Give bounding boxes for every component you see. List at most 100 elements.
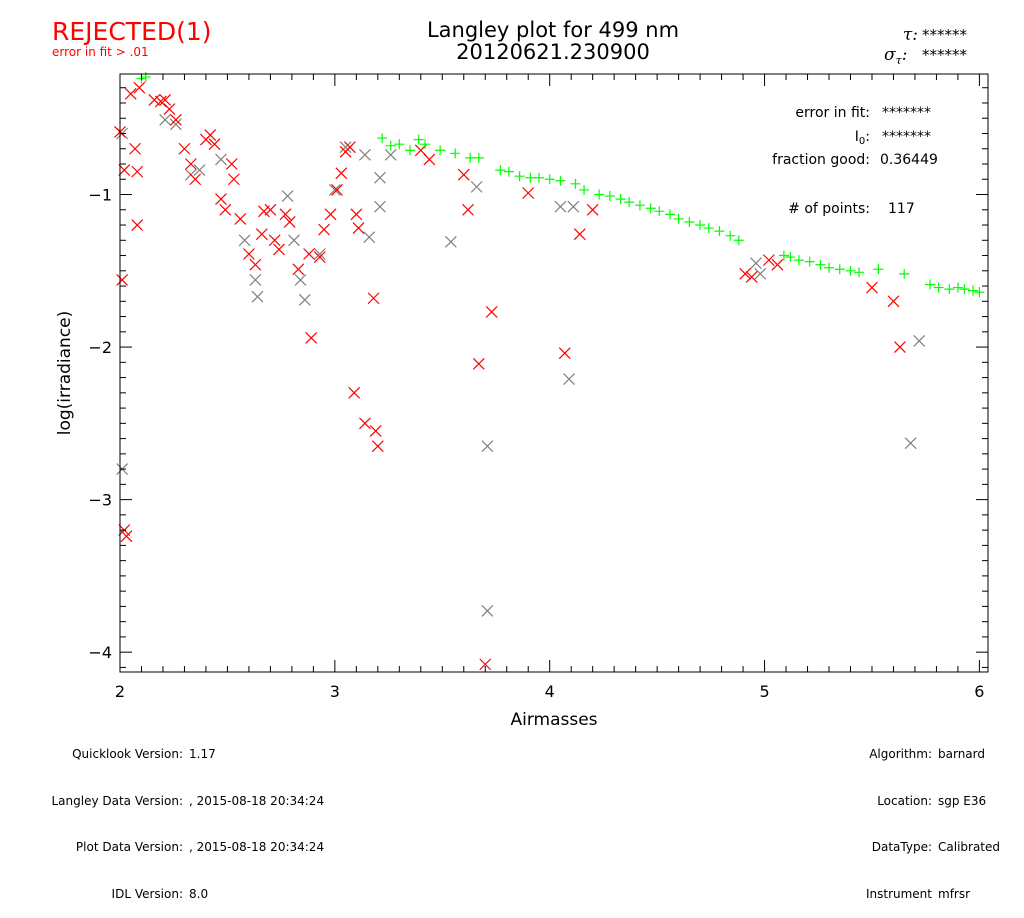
data-point-plus xyxy=(873,264,884,275)
data-point-plus xyxy=(974,287,985,298)
footer-row: Algorithm: barnard xyxy=(800,747,1000,763)
data-point-x xyxy=(374,171,386,184)
data-point-x xyxy=(120,530,133,543)
y-tick-label: −1 xyxy=(88,186,112,205)
data-point-x xyxy=(739,267,752,280)
data-point-x xyxy=(169,113,182,126)
data-point-x xyxy=(219,203,232,216)
i0-colon: : xyxy=(865,129,870,145)
data-point-x xyxy=(131,219,144,231)
footer-value: , 2015-08-18 20:34:24 xyxy=(189,840,325,854)
data-point-plus xyxy=(634,200,645,211)
data-point-plus xyxy=(684,216,695,227)
data-point-x xyxy=(313,248,326,260)
data-point-x xyxy=(283,216,296,228)
sigma-label: στ: xyxy=(884,45,907,67)
footer-label: Instrument xyxy=(865,886,932,901)
fraction-good-value: 0.36449 xyxy=(880,152,938,168)
data-point-x xyxy=(359,417,371,430)
data-point-x xyxy=(251,290,264,303)
x-tick-label: 5 xyxy=(759,682,769,701)
data-point-plus xyxy=(465,152,476,163)
data-point-x xyxy=(227,173,240,186)
data-point-x xyxy=(457,168,470,181)
data-point-x xyxy=(762,254,775,267)
data-point-x xyxy=(754,267,767,280)
data-point-x xyxy=(444,235,457,248)
data-point-plus xyxy=(604,191,615,202)
footer-row: IDL Version: 8.0 xyxy=(0,887,324,903)
footer-label: Quicklook Version: xyxy=(72,747,183,761)
data-point-x xyxy=(339,141,352,154)
data-point-x xyxy=(384,148,397,161)
footer-row: Plot Data Version: , 2015-08-18 20:34:24 xyxy=(0,840,324,856)
data-point-x xyxy=(462,203,474,216)
data-point-plus xyxy=(473,152,484,163)
data-point-x xyxy=(225,158,238,170)
data-point-x xyxy=(913,335,926,347)
data-point-plus xyxy=(385,140,396,151)
data-point-x xyxy=(350,208,363,221)
data-point-x xyxy=(208,138,221,151)
fit-stats: error in fit: ******* I0: ******* fracti… xyxy=(772,105,938,217)
data-point-x xyxy=(343,141,356,154)
plot-frame xyxy=(119,73,989,673)
data-point-x xyxy=(116,274,129,286)
data-point-plus xyxy=(733,235,744,246)
y-tick-label: −3 xyxy=(88,491,112,510)
data-point-x xyxy=(163,103,176,116)
data-point-x xyxy=(305,331,318,344)
data-point-x xyxy=(472,357,485,370)
data-point-plus xyxy=(615,194,626,205)
data-point-x xyxy=(268,234,281,247)
data-point-plus xyxy=(933,282,944,293)
data-point-plus xyxy=(377,133,388,144)
data-point-plus xyxy=(503,166,514,177)
data-point-x xyxy=(470,180,483,193)
data-point-plus xyxy=(804,256,815,267)
data-point-x xyxy=(118,164,131,177)
sigma-subscript: τ xyxy=(896,54,903,67)
data-point-plus xyxy=(665,209,676,220)
footer-row: DataType: Calibrated xyxy=(800,840,1000,856)
axis-ticks xyxy=(119,74,988,672)
data-point-x xyxy=(159,94,172,106)
data-point-plus xyxy=(854,267,865,278)
series-rejected-gray xyxy=(116,113,926,617)
data-point-x xyxy=(369,425,382,437)
data-point-x xyxy=(481,605,494,617)
data-point-plus xyxy=(793,255,804,266)
data-point-plus xyxy=(785,252,796,263)
data-point-x xyxy=(234,212,247,225)
footer-row: Quicklook Version: 1.17 xyxy=(0,747,324,763)
data-point-x xyxy=(298,293,311,306)
data-point-x xyxy=(567,200,580,213)
data-point-x xyxy=(331,184,343,196)
data-point-x xyxy=(129,142,141,155)
data-point-plus xyxy=(405,145,416,156)
footer-label: Langley Data Version: xyxy=(51,793,183,808)
data-point-plus xyxy=(952,282,963,293)
data-point-plus xyxy=(845,265,856,276)
data-point-plus xyxy=(555,175,566,186)
footer-value: Calibrated xyxy=(938,840,1001,854)
data-point-x xyxy=(771,258,784,271)
data-point-x xyxy=(573,228,586,241)
data-point-x xyxy=(866,281,878,294)
footer-value: mfrsr xyxy=(938,886,971,901)
data-point-plus xyxy=(654,206,665,217)
data-point-x xyxy=(313,251,326,263)
data-point-x xyxy=(281,190,294,202)
footer-label: IDL Version: xyxy=(111,886,183,901)
data-point-plus xyxy=(695,220,706,231)
data-point-x xyxy=(485,306,498,318)
data-point-x xyxy=(159,113,172,126)
data-point-x xyxy=(288,234,300,247)
footer-label: Algorithm: xyxy=(869,747,932,761)
chart-marks xyxy=(114,72,985,671)
x-tick-label: 3 xyxy=(330,682,340,701)
data-point-plus xyxy=(924,279,935,290)
data-point-plus xyxy=(959,284,970,295)
i0-symbol: I xyxy=(855,129,859,145)
data-point-x xyxy=(169,118,182,131)
